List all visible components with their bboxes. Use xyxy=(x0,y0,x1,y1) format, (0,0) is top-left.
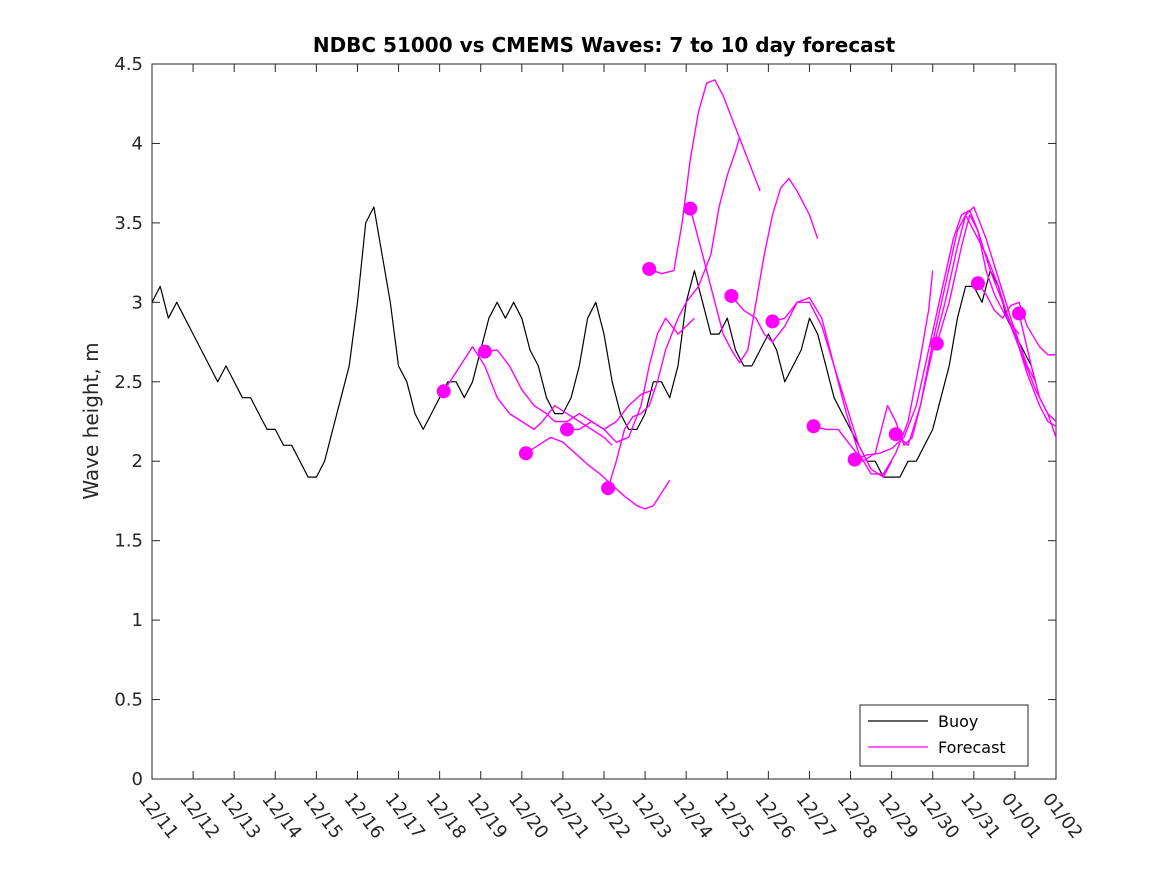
x-tick-label: 01/02 xyxy=(1038,789,1086,843)
forecast-line xyxy=(567,317,695,443)
y-axis-label: Wave height, m xyxy=(79,342,103,499)
x-tick-label: 12/17 xyxy=(381,789,429,843)
x-tick-label: 12/11 xyxy=(134,789,182,843)
forecast-line xyxy=(525,436,671,510)
buoy-series xyxy=(151,206,1037,478)
chart-title: NDBC 51000 vs CMEMS Waves: 7 to 10 day f… xyxy=(313,33,896,57)
forecast-line xyxy=(648,79,761,275)
x-tick-label: 12/19 xyxy=(463,789,511,843)
y-tick-label: 3 xyxy=(132,292,143,313)
x-tick-label: 01/01 xyxy=(997,789,1045,843)
forecast-marker xyxy=(724,288,739,303)
x-tick-label: 12/20 xyxy=(504,789,552,843)
x-tick-label: 12/31 xyxy=(956,789,1004,843)
y-tick-label: 1 xyxy=(132,610,143,631)
y-tick-label: 0.5 xyxy=(114,690,143,711)
axis-ticks xyxy=(151,63,1057,780)
x-tick-label: 12/22 xyxy=(586,789,634,843)
forecast-line xyxy=(443,346,613,446)
x-tick-label: 12/12 xyxy=(175,789,223,843)
forecast-line xyxy=(936,214,1020,344)
forecast-marker xyxy=(847,452,862,467)
x-tick-label: 12/15 xyxy=(298,789,346,843)
legend-box xyxy=(859,704,1029,767)
y-tick-label: 0 xyxy=(132,769,143,790)
forecast-marker xyxy=(1012,306,1027,321)
y-tick-label: 1.5 xyxy=(114,531,143,552)
x-tick-label: 12/24 xyxy=(668,789,716,843)
y-tick-label: 4.5 xyxy=(114,54,143,75)
y-tick-label: 2.5 xyxy=(114,372,143,393)
x-tick-label: 12/13 xyxy=(216,789,264,843)
forecast-line xyxy=(1018,313,1057,423)
x-tick-label: 12/26 xyxy=(750,789,798,843)
buoy-line xyxy=(151,206,1037,478)
legend: Buoy Forecast xyxy=(859,704,1029,767)
forecast-markers xyxy=(436,201,1027,496)
forecast-marker xyxy=(436,384,451,399)
y-tick-labels: 0 0.5 1 1.5 2 2.5 3 3.5 4 4.5 xyxy=(114,54,143,790)
forecast-line xyxy=(854,209,1057,461)
forecast-marker xyxy=(888,427,903,442)
forecast-line xyxy=(772,270,934,475)
forecast-marker xyxy=(642,261,657,276)
y-tick-label: 4 xyxy=(132,133,143,154)
x-tick-label: 12/16 xyxy=(340,789,388,843)
x-tick-label: 12/25 xyxy=(709,789,757,843)
x-tick-label: 12/23 xyxy=(627,789,675,843)
forecast-line xyxy=(607,136,741,489)
forecast-line xyxy=(689,177,819,364)
legend-buoy-label: Buoy xyxy=(938,712,978,731)
y-tick-label: 2 xyxy=(132,451,143,472)
forecast-marker xyxy=(518,446,533,461)
forecast-marker xyxy=(970,276,985,291)
x-tick-label: 12/21 xyxy=(545,789,593,843)
x-tick-label: 12/18 xyxy=(422,789,470,843)
legend-forecast-label: Forecast xyxy=(938,738,1006,757)
forecast-marker xyxy=(683,201,698,216)
forecast-line xyxy=(977,282,1056,356)
x-tick-labels: 12/1112/1212/1312/1412/1512/1612/1712/18… xyxy=(134,789,1086,843)
forecast-line xyxy=(484,349,654,431)
forecast-marker xyxy=(806,419,821,434)
forecast-marker xyxy=(560,422,575,437)
forecast-series xyxy=(443,79,1057,510)
forecast-line xyxy=(730,295,893,478)
forecast-marker xyxy=(477,344,492,359)
forecast-line xyxy=(895,214,1057,446)
x-tick-label: 12/27 xyxy=(792,789,840,843)
x-tick-label: 12/14 xyxy=(257,789,305,843)
x-tick-label: 12/30 xyxy=(915,789,963,843)
x-tick-label: 12/29 xyxy=(874,789,922,843)
plot-frame xyxy=(151,63,1057,780)
forecast-marker xyxy=(929,336,944,351)
y-tick-label: 3.5 xyxy=(114,213,143,234)
forecast-marker xyxy=(601,481,616,496)
forecast-marker xyxy=(765,314,780,329)
x-tick-label: 12/28 xyxy=(833,789,881,843)
